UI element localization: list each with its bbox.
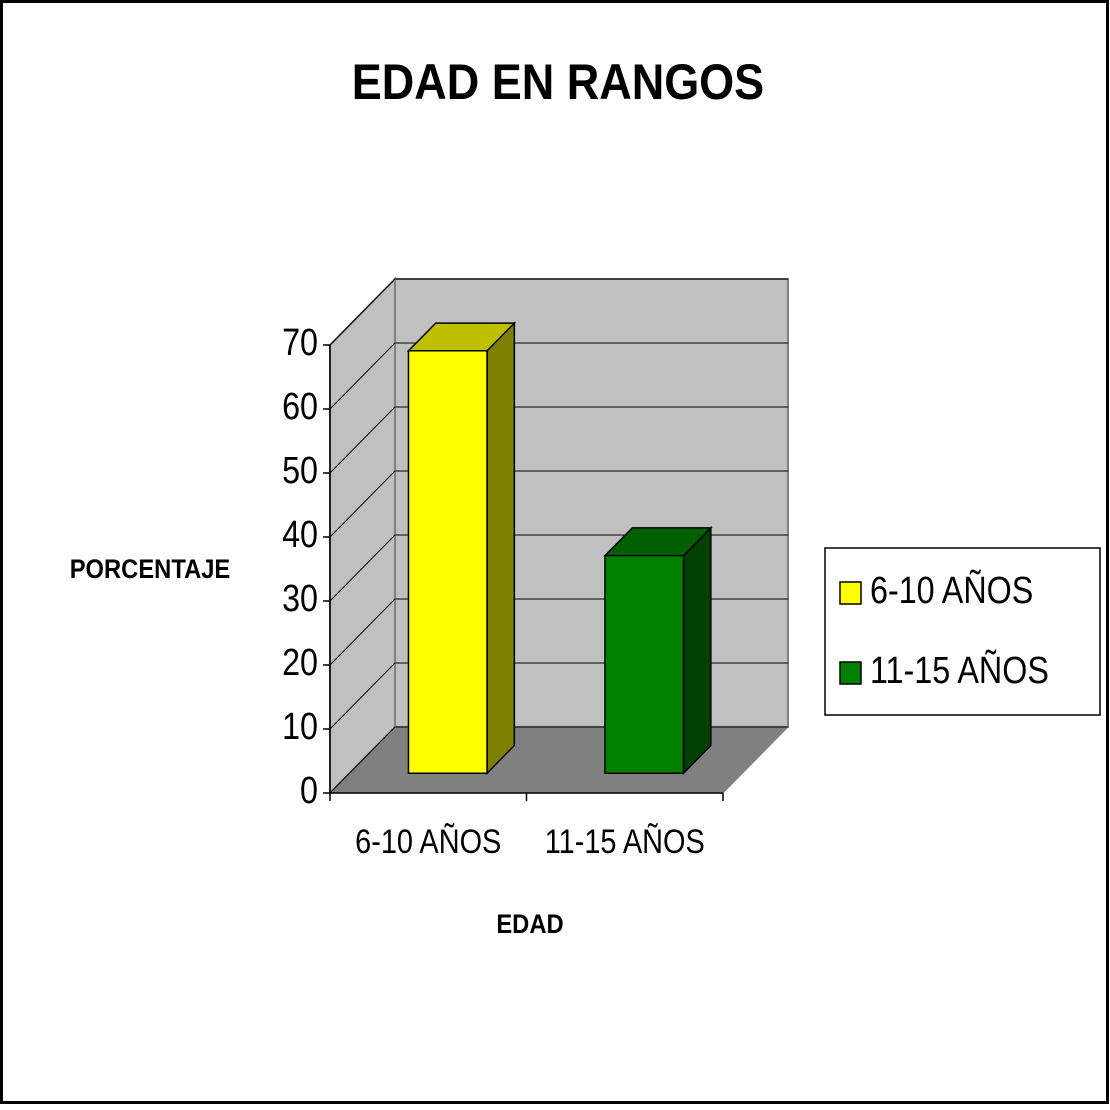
grid-line xyxy=(329,406,788,474)
grid-line xyxy=(329,470,788,538)
x-tick-label: 11-15 AÑOS xyxy=(545,822,705,861)
grid-line xyxy=(329,278,788,346)
bar xyxy=(407,350,488,774)
y-tick-label: 70 xyxy=(282,322,318,364)
legend-swatch xyxy=(839,661,862,685)
side-wall xyxy=(329,276,396,796)
y-tick-label: 10 xyxy=(282,706,318,748)
y-tick-label: 60 xyxy=(282,386,318,428)
floor xyxy=(328,726,790,794)
y-tick-label: 20 xyxy=(282,642,318,684)
legend-swatch xyxy=(839,581,862,605)
chart-title: EDAD EN RANGOS xyxy=(352,55,764,111)
y-axis-label: PORCENTAJE xyxy=(70,555,231,585)
x-tick-label: 6-10 AÑOS xyxy=(355,822,501,861)
y-tick-label: 50 xyxy=(282,450,318,492)
legend-label: 6-10 AÑOS xyxy=(870,570,1033,612)
y-tick-label: 40 xyxy=(282,514,318,556)
x-axis-label: EDAD xyxy=(496,910,563,940)
y-tick-label: 30 xyxy=(282,578,318,620)
bar-side xyxy=(486,321,516,776)
legend-label: 11-15 AÑOS xyxy=(870,650,1049,692)
legend-box xyxy=(824,547,1101,716)
bar xyxy=(604,554,685,774)
bar-side xyxy=(682,526,712,776)
y-tick-label: 0 xyxy=(300,770,318,812)
grid-line xyxy=(329,342,788,410)
